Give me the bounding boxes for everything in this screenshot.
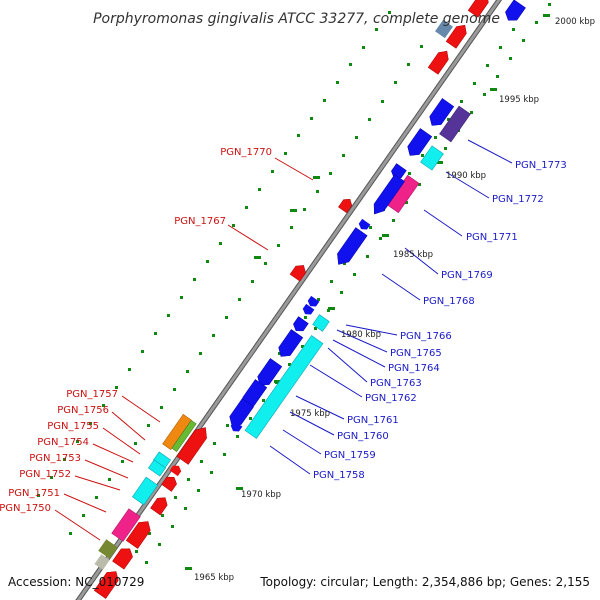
tick-dots [37,3,551,570]
gene-label-pgn-1763[interactable]: PGN_1763 [370,378,422,389]
gene-pgn-1752[interactable] [132,476,158,506]
scale-label: 1970 kbp [241,490,281,500]
gene-label-pgn-1768[interactable]: PGN_1768 [423,296,475,307]
forward-gene-labels: PGN_1770 PGN_1767 PGN_1757 PGN_1756 PGN_… [0,147,272,514]
major-ticks [185,14,550,570]
gene-pgn-1750[interactable] [111,508,141,542]
reverse-strand-features [226,0,526,439]
gene-label-pgn-1764[interactable]: PGN_1764 [388,363,440,374]
scale-label: 1995 kbp [499,95,539,105]
gene-arrow[interactable] [112,545,136,570]
gene-block-steel[interactable] [435,19,453,39]
gene-block-olive[interactable] [98,539,118,559]
gene-label-pgn-1773[interactable]: PGN_1773 [515,160,567,171]
forward-strand-features [93,0,492,599]
gene-pgn-1770[interactable] [338,196,354,214]
gene-arrow[interactable] [369,174,405,218]
gene-pgn-1763[interactable] [291,316,309,335]
gene-label-pgn-1752[interactable]: PGN_1752 [19,469,71,480]
backbone [75,0,503,600]
leader-lines [54,139,513,541]
gene-pgn-1765[interactable] [301,303,315,317]
gene-pgn-1772[interactable] [420,145,444,171]
inner-left-dots [69,45,423,535]
gene-arrow[interactable] [404,128,433,160]
gene-pgn-1767[interactable] [289,262,308,282]
gene-arrow[interactable] [229,420,243,434]
gene-pgn-1754[interactable] [148,459,166,477]
gene-label-pgn-1754[interactable]: PGN_1754 [37,437,89,448]
gene-label-pgn-1771[interactable]: PGN_1771 [466,232,518,243]
gene-pgn-1764[interactable] [312,314,330,332]
gene-pgn-1773[interactable] [439,105,471,143]
gene-pgn-1766[interactable] [306,295,320,309]
gene-arrow[interactable] [427,48,452,75]
gene-pgn-1751[interactable] [150,494,170,516]
gene-pgn-1756[interactable] [171,420,197,452]
gene-arrow[interactable] [445,22,470,49]
gene-pgn-1758[interactable] [226,398,255,430]
scale-label: 1985 kbp [393,250,433,260]
genome-title: Porphyromonas gingivalis ATCC 33277, com… [93,11,500,27]
gene-arrow[interactable] [389,163,407,182]
gene-label-pgn-1757[interactable]: PGN_1757 [66,389,118,400]
gene-arrow[interactable] [176,424,211,465]
topology-stats: Topology: circular; Length: 2,354,886 bp… [259,575,590,589]
gene-block-grey[interactable] [94,554,110,570]
gene-label-pgn-1770[interactable]: PGN_1770 [220,147,272,158]
gene-label-pgn-1762[interactable]: PGN_1762 [365,393,417,404]
gene-arrow[interactable] [93,568,122,599]
gene-pgn-1761[interactable] [244,335,324,439]
gene-label-pgn-1761[interactable]: PGN_1761 [347,415,399,426]
scale-label: 1980 kbp [341,330,381,340]
accession-label: Accession: NC_010729 [8,575,144,589]
gene-arrow[interactable] [426,98,455,130]
scale-labels: 2000 kbp 1995 kbp 1990 kbp 1985 kbp 1980… [194,17,595,583]
gene-arrow[interactable] [503,0,526,24]
gene-label-pgn-1759[interactable]: PGN_1759 [324,450,376,461]
gene-label-pgn-1767[interactable]: PGN_1767 [174,216,226,227]
reverse-gene-labels: PGN_1773 PGN_1772 PGN_1771 PGN_1769 PGN_… [313,160,567,481]
gene-label-pgn-1765[interactable]: PGN_1765 [390,348,442,359]
gene-label-pgn-1750[interactable]: PGN_1750 [0,503,51,514]
scale-label: 2000 kbp [555,17,595,27]
scale-label: 1990 kbp [446,171,486,181]
gene-arrow[interactable] [467,0,492,18]
gene-arrow[interactable] [125,518,154,549]
gene-label-pgn-1760[interactable]: PGN_1760 [337,431,389,442]
scale-label: 1965 kbp [194,573,234,583]
scale-label: 1975 kbp [290,409,330,419]
gene-label-pgn-1756[interactable]: PGN_1756 [57,405,109,416]
gene-pgn-1769[interactable] [357,218,371,232]
gene-label-pgn-1755[interactable]: PGN_1755 [47,421,99,432]
outer-left-dots [37,11,391,497]
gene-label-pgn-1772[interactable]: PGN_1772 [492,194,544,205]
gene-pgn-1753[interactable] [161,474,179,492]
gene-pgn-1760[interactable] [254,358,283,390]
gene-arrow[interactable] [169,463,183,477]
gene-pgn-1768[interactable] [333,227,368,269]
gene-label-pgn-1753[interactable]: PGN_1753 [29,453,81,464]
gene-label-pgn-1766[interactable]: PGN_1766 [400,331,452,342]
gene-pgn-1762[interactable] [275,329,304,361]
gene-label-pgn-1769[interactable]: PGN_1769 [441,270,493,281]
gene-label-pgn-1751[interactable]: PGN_1751 [8,488,60,499]
gene-label-pgn-1758[interactable]: PGN_1758 [313,470,365,481]
